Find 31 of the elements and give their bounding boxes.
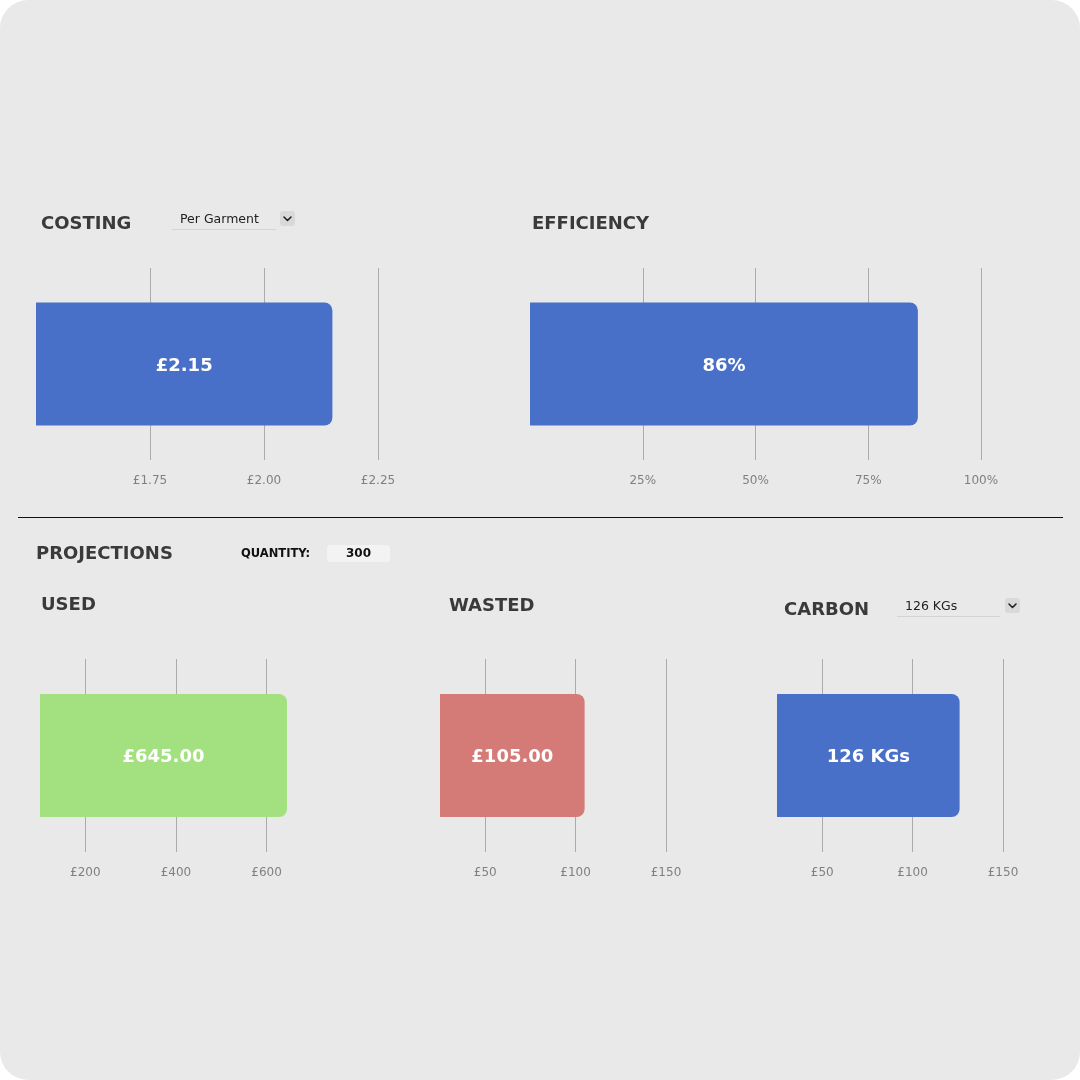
x-tick-label: £200 [70,865,101,879]
data-label: 126 KGs [826,745,910,766]
dropdown-field: Per Garment [172,210,276,230]
input-field: 300 [327,545,390,562]
chart-title: CARBON [784,597,870,619]
chart-title: USED [41,592,96,614]
x-tick-label: 25% [629,473,657,487]
x-tick-label: 50% [742,473,769,487]
data-label: £645.00 [122,745,205,766]
x-tick-label: £2.00 [246,473,282,487]
x-tick-label: £150 [987,865,1019,879]
data-label: 86% [702,353,746,375]
x-tick-label: £400 [160,865,192,879]
chart-title: COSTING [41,211,132,233]
x-tick-label: £50 [810,865,834,879]
chart-title: EFFICIENCY [532,211,651,233]
chart-title: WASTED [449,593,535,615]
text: PROJECTIONS [36,542,173,564]
x-tick-label: £100 [560,865,591,879]
x-tick-label: £100 [897,865,928,879]
text: QUANTITY: [241,546,311,560]
dropdown-field: 126 KGs [897,597,1000,617]
x-tick-label: £150 [650,865,682,879]
data-label: £105.00 [471,745,554,766]
x-tick-label: £2.25 [360,473,396,487]
data-label: £2.15 [155,353,213,375]
x-tick-label: £50 [473,865,497,879]
x-tick-label: £600 [251,865,282,879]
x-tick-label: £1.75 [132,473,168,487]
x-tick-label: 75% [854,473,882,487]
x-tick-label: 100% [963,473,999,487]
